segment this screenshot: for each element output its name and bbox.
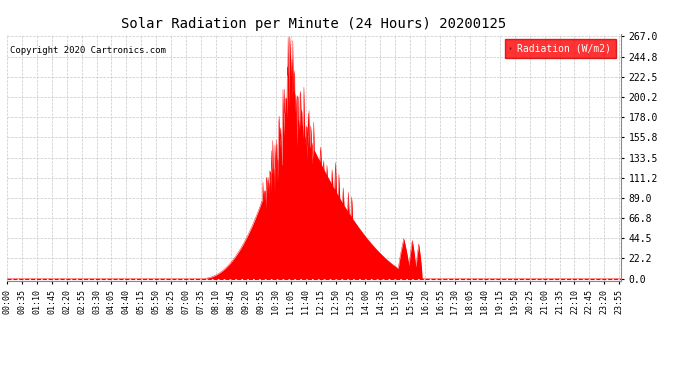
Title: Solar Radiation per Minute (24 Hours) 20200125: Solar Radiation per Minute (24 Hours) 20… bbox=[121, 17, 506, 31]
Legend: Radiation (W/m2): Radiation (W/m2) bbox=[504, 39, 616, 58]
Text: Copyright 2020 Cartronics.com: Copyright 2020 Cartronics.com bbox=[10, 46, 166, 55]
